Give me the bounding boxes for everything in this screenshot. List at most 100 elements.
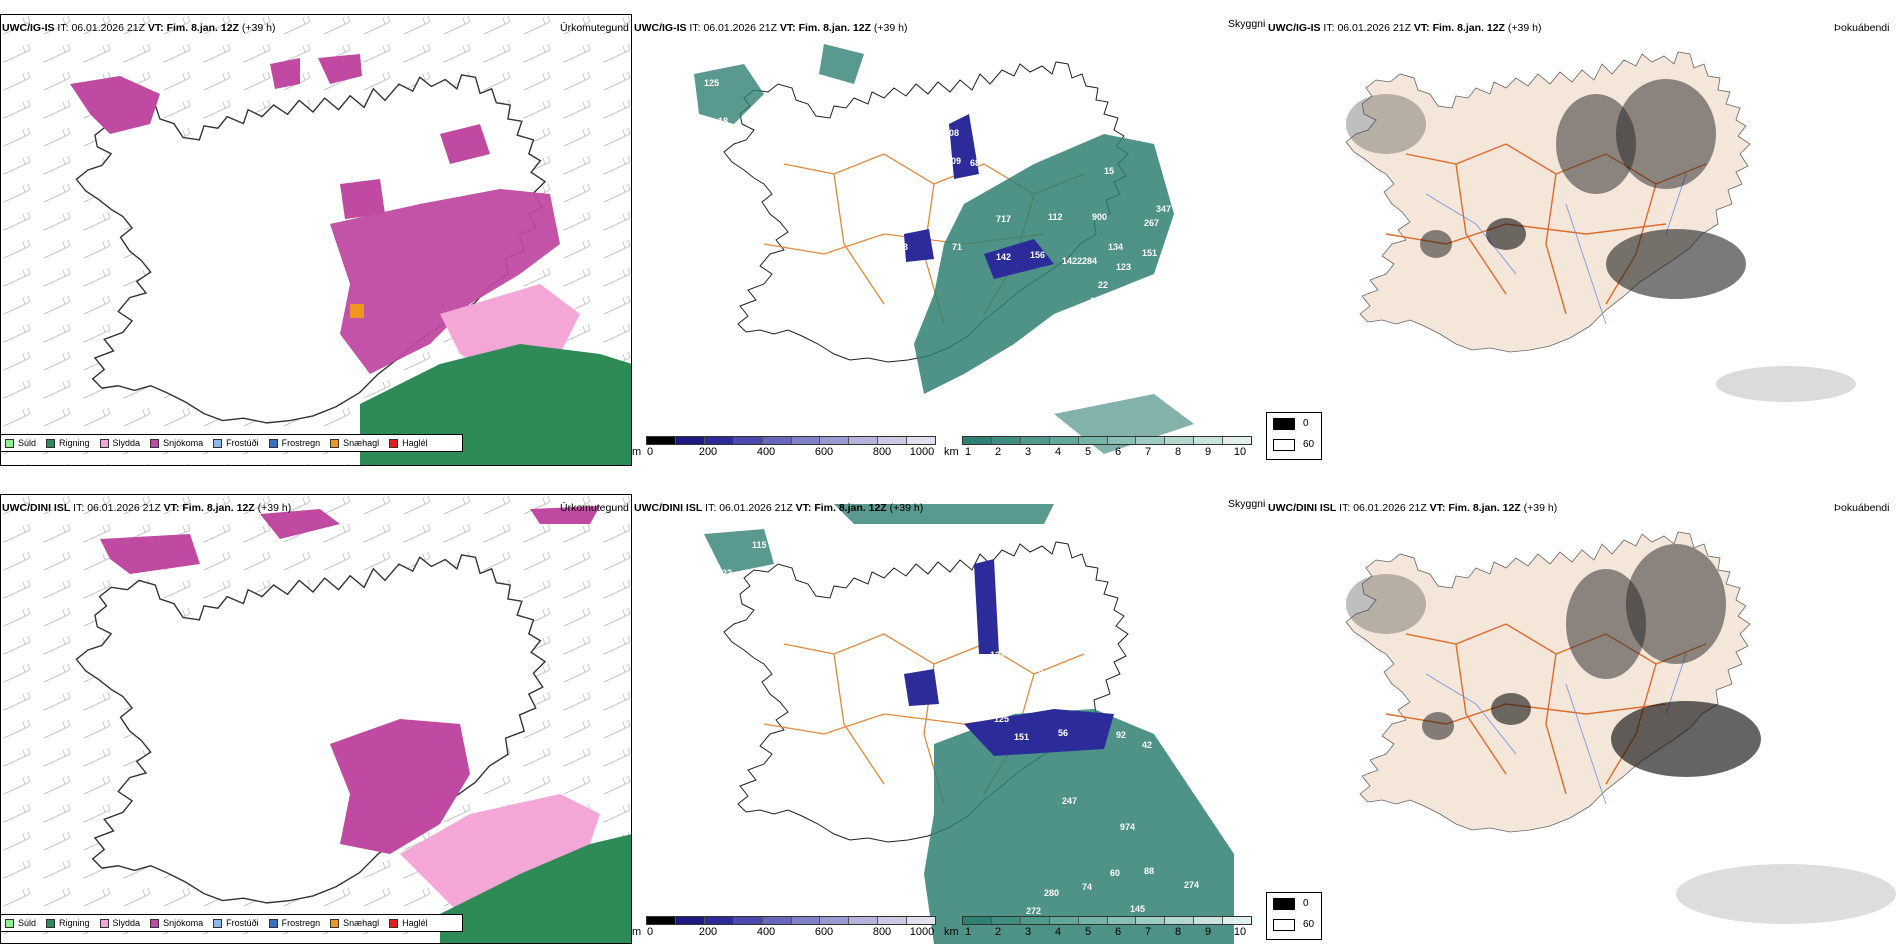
colorbar-tick: 4 — [1054, 926, 1062, 938]
visibility-value: 280 — [1044, 888, 1059, 898]
cloud-shade — [1716, 366, 1856, 402]
valid-time: Fim. 8.jan. 12Z — [1432, 22, 1505, 34]
colorbar-bin — [1107, 917, 1137, 924]
colorbar-bin — [675, 917, 705, 924]
cloud-map-row2 — [1266, 494, 1900, 944]
cloud-legend-row1: 0 60 — [1266, 412, 1322, 460]
ceiling-colorbar-row1: m 0 200 400 600 800 1000 — [632, 436, 938, 462]
precip-title-row1: Úrkomutegund — [560, 22, 629, 34]
model-name: UWC/DINI ISL — [634, 502, 703, 514]
colorbar-bin — [675, 437, 705, 444]
it-label: IT: — [1339, 502, 1351, 514]
snow-area — [330, 719, 470, 854]
colorbar-unit: km — [944, 446, 959, 458]
visibility-value: 12 — [946, 620, 956, 630]
visibility-value: 30 — [1224, 826, 1234, 836]
visibility-value: 22 — [722, 568, 732, 578]
legend-label: Frostregn — [281, 918, 321, 928]
colorbar-bin — [1223, 437, 1252, 444]
visibility-value: 60 — [1110, 868, 1120, 878]
valid-time: Fim. 8.jan. 12Z — [166, 22, 239, 34]
visibility-value: 56 — [1058, 728, 1068, 738]
colorbar-tick: 9 — [1204, 446, 1212, 458]
model-name: UWC/DINI ISL — [2, 502, 71, 514]
colorbar-tick: 5 — [1084, 926, 1092, 938]
legend-label: Slydda — [112, 438, 141, 448]
colorbar-tick: 1 — [964, 926, 972, 938]
legend-swatch — [268, 438, 278, 448]
visibility-value: 272 — [1026, 906, 1041, 916]
visibility-value: 68 — [970, 158, 980, 168]
visibility-value: 109 — [946, 156, 961, 166]
colorbar-tick: 6 — [1114, 446, 1122, 458]
it-label: IT: — [57, 22, 69, 34]
legend-swatch — [213, 438, 223, 448]
visibility-header-row1: UWC/IG-IS IT: 06.01.2026 21Z VT: Fim. 8.… — [634, 22, 907, 34]
ceiling-colorbar-row2: m 0 200 400 600 800 1000 — [632, 916, 938, 942]
colorbar-bin — [991, 437, 1021, 444]
colorbar-bin — [762, 917, 792, 924]
cloud-legend-max: 0 — [1303, 898, 1309, 909]
visibility-value: 224 — [1058, 326, 1073, 336]
init-time: 06.01.2026 21Z — [1337, 22, 1411, 34]
legend-swatch — [330, 918, 340, 928]
colorbar-tick: 800 — [872, 446, 892, 458]
cloud-shade — [1556, 94, 1636, 194]
valid-time: Fim. 8.jan. 12Z — [814, 502, 887, 514]
vt-label: VT: — [795, 502, 812, 514]
snow-area — [330, 189, 560, 374]
colorbar-tick: 9 — [1204, 926, 1212, 938]
visibility-value: 121 — [990, 650, 1005, 660]
init-time: 06.01.2026 21Z — [71, 22, 145, 34]
it-label: IT: — [705, 502, 717, 514]
colorbar-bin — [820, 917, 850, 924]
visibility-value: 156 — [1030, 250, 1045, 260]
visibility-colorbar-row1: km 1 2 3 4 5 6 7 8 9 10 — [944, 436, 1252, 462]
colorbar-tick: 2 — [994, 446, 1002, 458]
colorbar-bin — [647, 917, 676, 924]
colorbar-bin — [704, 917, 734, 924]
cloud-shade — [1422, 712, 1454, 740]
graupel-spot — [350, 304, 364, 318]
cloud-header-row1: UWC/IG-IS IT: 06.01.2026 21Z VT: Fim. 8.… — [1268, 22, 1541, 34]
colorbar-bin — [1165, 437, 1195, 444]
colorbar-unit: m — [632, 926, 642, 938]
lead-time: (+39 h) — [873, 22, 908, 34]
visibility-value: 18 — [718, 116, 728, 126]
legend-label: Snjókoma — [163, 438, 204, 448]
model-name: UWC/IG-IS — [1268, 22, 1321, 34]
legend-label: Snæhagl — [343, 918, 380, 928]
vt-label: VT: — [779, 22, 796, 34]
valid-time: Fim. 8.jan. 12Z — [1448, 502, 1521, 514]
cloud-shade — [1486, 218, 1526, 250]
init-time: 06.01.2026 21Z — [1353, 502, 1427, 514]
cloud-legend-min: 60 — [1303, 439, 1315, 450]
snow-area — [270, 58, 300, 89]
low-ceiling-area — [904, 229, 934, 262]
cloud-shade — [1346, 94, 1426, 154]
colorbar-tick: 10 — [1233, 926, 1247, 938]
visibility-value: 107 — [1070, 378, 1085, 388]
colorbar-bin — [907, 437, 936, 444]
colorbar-tick: 0 — [646, 446, 654, 458]
low-ceiling-area — [974, 559, 999, 654]
visibility-value: 12 — [1030, 700, 1040, 710]
legend-swatch — [99, 438, 109, 448]
precip-legend-row2: Súld Rigning Slydda Snjókoma Frostúði Fr… — [0, 914, 463, 932]
visibility-map-row2: 115 22 12 121 2 8 79 239 125 12 151 56 9… — [634, 494, 1264, 944]
colorbar-tick: 3 — [1024, 926, 1032, 938]
visibility-value: 92 — [1116, 730, 1126, 740]
model-name: UWC/IG-IS — [2, 22, 55, 34]
init-time: 06.01.2026 21Z — [87, 502, 161, 514]
cloud-shade — [1346, 574, 1426, 634]
low-ceiling-area — [964, 709, 1114, 756]
vt-label: VT: — [147, 22, 164, 34]
visibility-value: 208 — [944, 128, 959, 138]
visibility-value: 347 — [1156, 204, 1171, 214]
colorbar-bin — [1020, 917, 1050, 924]
cloud-legend-swatch-max — [1273, 898, 1295, 910]
lead-time: (+39 h) — [1507, 22, 1542, 34]
visibility-value: 2 — [1030, 644, 1035, 654]
colorbar-tick: 0 — [646, 926, 654, 938]
visibility-title-row2: Skyggni — [1228, 498, 1266, 510]
